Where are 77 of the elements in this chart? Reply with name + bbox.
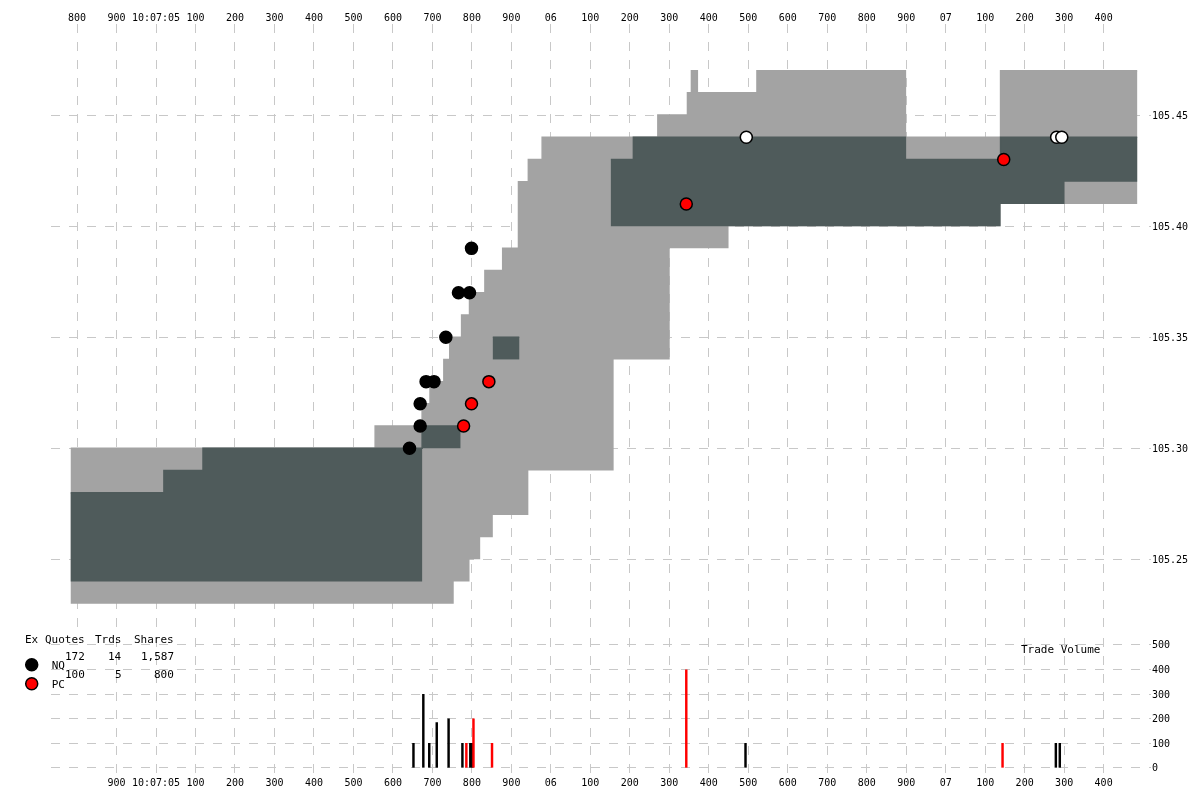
y-tick-label: 105.30	[1152, 442, 1189, 454]
x-tick-label: 500	[344, 12, 363, 23]
x-tick-label: 700	[818, 777, 837, 788]
x-tick-label: 300	[265, 12, 284, 23]
annotation: Trds	[95, 633, 122, 646]
x-tick-label: 900	[897, 12, 916, 23]
x-tick-label: 400	[699, 777, 718, 788]
y-tick-label: 105.45	[1152, 109, 1189, 121]
y-tick-label: 400	[1152, 663, 1171, 675]
y-tick-label: 200	[1152, 713, 1171, 725]
x-tick-label: 300	[265, 777, 284, 788]
x-tick-label: 600	[383, 777, 402, 788]
x-tick-label: 700	[818, 12, 837, 23]
x-tick-label: 400	[1094, 12, 1113, 23]
annotation: 172	[65, 650, 85, 663]
y-tick-label: 100	[1152, 737, 1171, 749]
annotation: Quotes	[45, 633, 85, 646]
x-tick-label: 400	[304, 777, 323, 788]
x-tick-label: 300	[660, 12, 679, 23]
x-tick-label: 400	[304, 12, 323, 23]
x-tick-label: 800	[462, 777, 481, 788]
x-tick-label: 900	[502, 12, 521, 23]
x-tick-label: 100	[976, 777, 995, 788]
x-tick-label: 10:07:05	[131, 777, 181, 788]
x-tick-label: 06	[544, 12, 557, 23]
x-tick-label: 300	[660, 777, 679, 788]
annotation: 5	[115, 668, 122, 681]
x-tick-label: 700	[423, 12, 442, 23]
legend-label: NQ	[51, 659, 65, 673]
x-tick-label: 800	[857, 777, 876, 788]
y-tick-label: 105.40	[1152, 220, 1189, 232]
x-tick-label: 600	[778, 12, 797, 23]
x-tick-label: 07	[939, 12, 952, 23]
x-tick-label: 900	[107, 777, 126, 788]
x-tick-label: 500	[739, 12, 758, 23]
x-tick-label: 06	[544, 777, 557, 788]
x-tick-label: 900	[502, 777, 521, 788]
x-tick-label: 400	[699, 12, 718, 23]
annotation: 1,587	[141, 650, 175, 663]
y-tick-label: 105.35	[1152, 331, 1189, 343]
x-tick-label: 300	[1055, 12, 1074, 23]
x-tick-label: 800	[462, 12, 481, 23]
y-tick-label: 0	[1152, 762, 1159, 774]
x-tick-label: 500	[739, 777, 758, 788]
annotation: 800	[154, 668, 174, 681]
x-tick-label: 900	[107, 12, 126, 23]
x-tick-label: 800	[857, 12, 876, 23]
text: Ex	[25, 633, 39, 646]
x-tick-label: 200	[620, 12, 639, 23]
x-tick-label: 200	[225, 777, 245, 788]
x-tick-label: 200	[1015, 777, 1034, 788]
x-tick-label: 100	[186, 12, 205, 23]
annotation: 100	[65, 668, 85, 681]
y-tick-label: 300	[1152, 688, 1171, 700]
x-tick-label: 300	[1055, 777, 1074, 788]
legend-label: PC	[51, 678, 65, 692]
text: Trade Volume	[1021, 643, 1101, 656]
x-tick-label: 500	[344, 777, 363, 788]
x-tick-label: 700	[423, 777, 442, 788]
y-tick-label: 105.25	[1152, 553, 1189, 565]
x-tick-label: 100	[976, 12, 995, 23]
x-tick-label: 07	[939, 777, 952, 788]
x-tick-label: 600	[383, 12, 402, 23]
x-tick-label: 10:07:05	[131, 12, 181, 23]
x-tick-label: 600	[778, 777, 797, 788]
x-tick-label: 200	[1015, 12, 1034, 23]
x-tick-label: 200	[620, 777, 639, 788]
x-tick-label: 100	[581, 777, 600, 788]
x-tick-label: 400	[1094, 777, 1113, 788]
annotation: Shares	[134, 633, 174, 646]
y-tick-label: 500	[1152, 639, 1171, 651]
x-tick-label: 800	[68, 12, 87, 23]
x-tick-label: 100	[581, 12, 600, 23]
x-tick-label: 100	[186, 777, 205, 788]
x-tick-label: 900	[897, 777, 916, 788]
x-tick-label: 200	[225, 12, 245, 23]
annotation: 14	[108, 650, 122, 663]
